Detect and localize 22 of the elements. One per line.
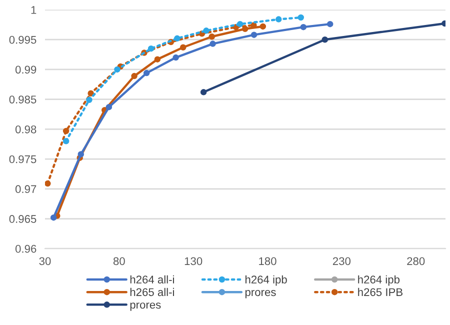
legend-label: h264 ipb — [246, 275, 287, 286]
legend-label: h265 all-i — [130, 288, 174, 296]
y-tick-label: 0.965 — [9, 215, 36, 223]
y-tick-label: 0.99 — [15, 66, 36, 74]
legend-label: prores — [245, 290, 276, 298]
legend-label: h264 all-i — [130, 275, 174, 284]
legend-label: h264 ipb — [358, 275, 400, 286]
y-tick-label: 0.985 — [9, 96, 36, 104]
y-tick-label: 0.975 — [9, 155, 36, 164]
x-tick-label: 30 — [39, 257, 51, 266]
x-tick-label: 280 — [407, 257, 425, 266]
x-tick-label: 80 — [113, 257, 125, 266]
legend-label: prores — [130, 302, 161, 311]
y-tick-label: 0.995 — [9, 36, 36, 44]
x-tick-label: 230 — [332, 257, 350, 266]
legend-label: h265 IPB — [358, 288, 402, 296]
x-tick-label: 130 — [184, 257, 202, 266]
x-tick-label: 180 — [259, 257, 276, 266]
y-tick-label: 0.96 — [15, 244, 36, 253]
y-tick-label: 0.97 — [15, 185, 36, 194]
y-tick-label: 1 — [31, 6, 36, 14]
y-tick-label: 0.98 — [15, 125, 36, 134]
